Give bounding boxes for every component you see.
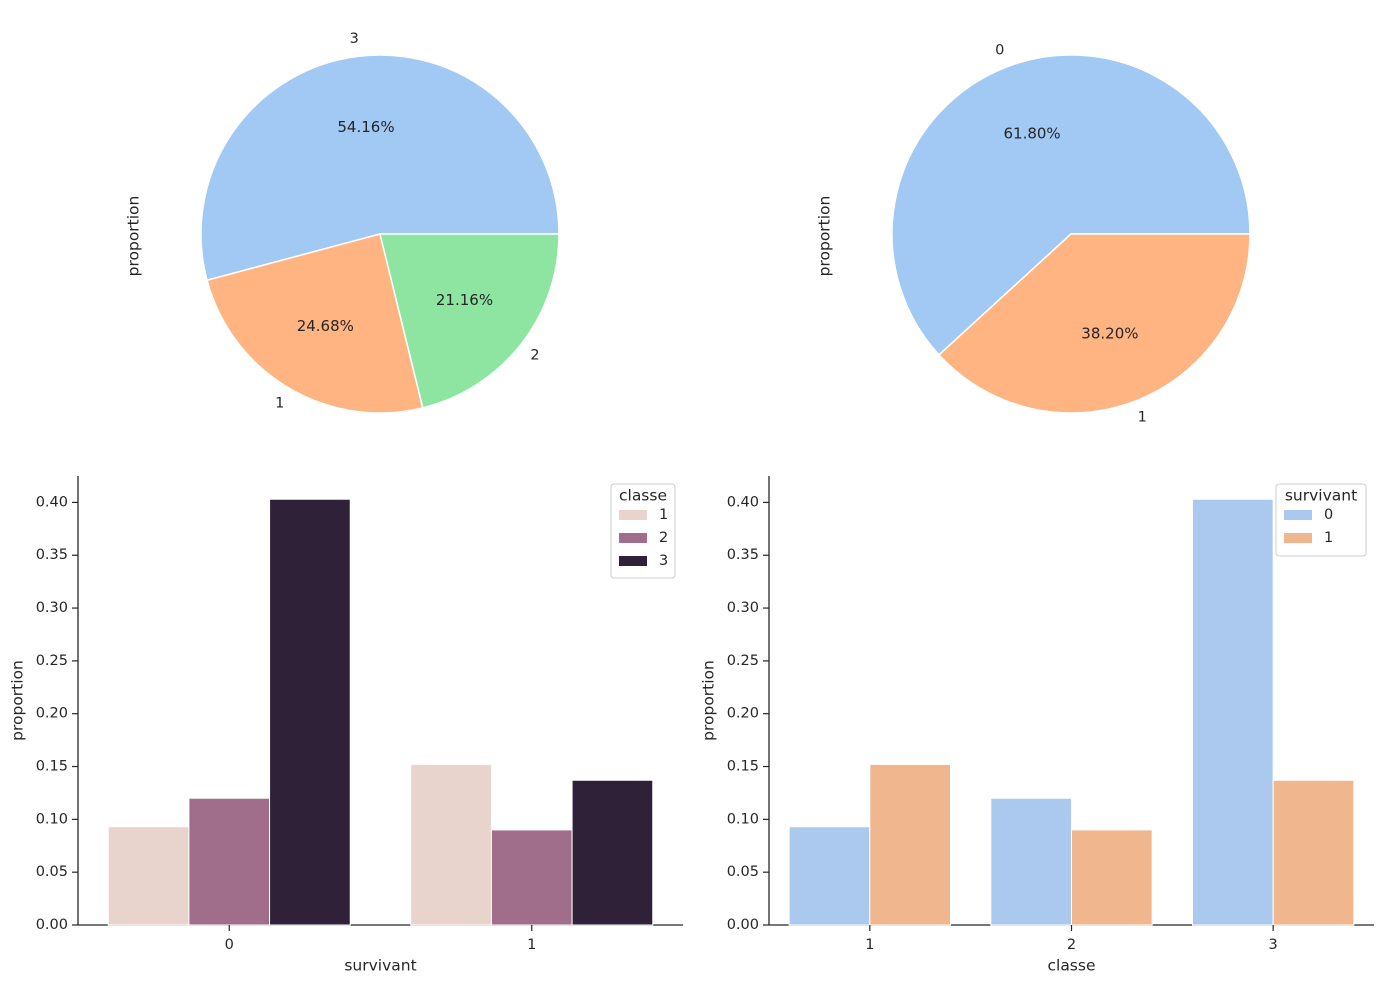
- y-axis-label: proportion: [700, 660, 718, 741]
- y-tick-label: 0.30: [36, 600, 68, 616]
- y-tick-label: 0.10: [727, 811, 759, 827]
- y-tick-label: 0.00: [36, 917, 68, 933]
- bar: [107, 826, 190, 926]
- pie-percent-label: 61.80%: [1003, 124, 1060, 142]
- bar: [269, 498, 351, 926]
- pie-slice-label: 0: [995, 43, 1004, 59]
- x-tick-label: 1: [527, 937, 536, 953]
- bar: [410, 763, 492, 926]
- y-axis-label: proportion: [816, 196, 834, 277]
- y-tick-label: 0.40: [727, 494, 759, 510]
- pie-percent-label: 38.20%: [1081, 325, 1138, 343]
- pie-slice-label: 3: [350, 31, 359, 47]
- x-tick-label: 1: [865, 937, 874, 953]
- bar: [1071, 829, 1153, 926]
- legend: classe 1 2 3: [610, 483, 676, 579]
- x-tick-label: 2: [1067, 937, 1076, 953]
- y-axis-label: proportion: [125, 196, 143, 277]
- y-axis-label: proportion: [9, 660, 27, 741]
- y-tick-label: 0.20: [727, 706, 759, 722]
- legend-swatch: [619, 556, 647, 566]
- pie-slice: [206, 233, 424, 414]
- x-axis-label: survivant: [344, 957, 416, 975]
- pie-percent-label: 54.16%: [337, 118, 394, 136]
- legend-swatch: [1284, 533, 1312, 543]
- pie-chart-classe: 3 54.16% 1 24.68% 2 21.16% proportion: [125, 31, 560, 414]
- legend-label: 1: [1324, 530, 1333, 546]
- legend-frame: [610, 483, 676, 579]
- bar-chart-by-classe: 0.00 0.05 0.10 0.15 0.20 0.25 0.30 0.35 0.40 1 2 3 c…: [700, 476, 1374, 975]
- pie-slice: [937, 233, 1251, 414]
- legend-title: survivant: [1285, 487, 1357, 505]
- bar: [188, 797, 271, 926]
- y-tick-label: 0.15: [36, 759, 68, 775]
- x-axis-label: classe: [1047, 957, 1095, 975]
- pie-percent-label: 24.68%: [297, 317, 354, 335]
- bar: [869, 763, 952, 926]
- pie-chart-survivant: 0 61.80% 1 38.20% proportion: [816, 43, 1251, 426]
- pie-slice-label: 1: [275, 396, 284, 412]
- legend-swatch: [619, 510, 647, 520]
- pie-slice-label: 2: [530, 348, 539, 364]
- bar: [1192, 498, 1274, 926]
- y-tick-label: 0.15: [727, 759, 759, 775]
- y-tick-label: 0.35: [727, 547, 759, 563]
- legend-label: 3: [659, 553, 668, 569]
- y-tick-label: 0.35: [36, 547, 68, 563]
- x-tick-label: 0: [225, 937, 234, 953]
- y-tick-label: 0.00: [727, 917, 759, 933]
- pie-slice: [200, 54, 560, 282]
- pie-slice: [891, 54, 1251, 356]
- bar-chart-by-survivant: 0.00 0.05 0.10 0.15 0.20 0.25 0.30 0.35 0.40 0 1 su…: [9, 476, 683, 975]
- bar: [990, 797, 1073, 926]
- legend-label: 0: [1324, 507, 1333, 523]
- y-tick-label: 0.30: [727, 600, 759, 616]
- bar: [571, 779, 654, 926]
- bar: [1272, 779, 1355, 926]
- legend-label: 2: [659, 530, 668, 546]
- legend-swatch: [619, 533, 647, 543]
- y-tick-label: 0.10: [36, 811, 68, 827]
- legend-title: classe: [619, 487, 667, 505]
- y-tick-label: 0.05: [727, 864, 759, 880]
- pie-percent-label: 21.16%: [436, 291, 493, 309]
- x-tick-label: 3: [1269, 937, 1278, 953]
- y-tick-label: 0.25: [36, 653, 68, 669]
- bar: [788, 826, 871, 926]
- bar: [490, 829, 573, 926]
- legend-label: 1: [659, 507, 668, 523]
- pie-slice: [379, 233, 560, 409]
- legend: survivant 0 1: [1275, 483, 1367, 557]
- legend-swatch: [1284, 510, 1312, 520]
- y-tick-label: 0.40: [36, 494, 68, 510]
- pie-slice-label: 1: [1138, 410, 1147, 426]
- y-tick-label: 0.25: [727, 653, 759, 669]
- y-tick-label: 0.20: [36, 706, 68, 722]
- y-tick-label: 0.05: [36, 864, 68, 880]
